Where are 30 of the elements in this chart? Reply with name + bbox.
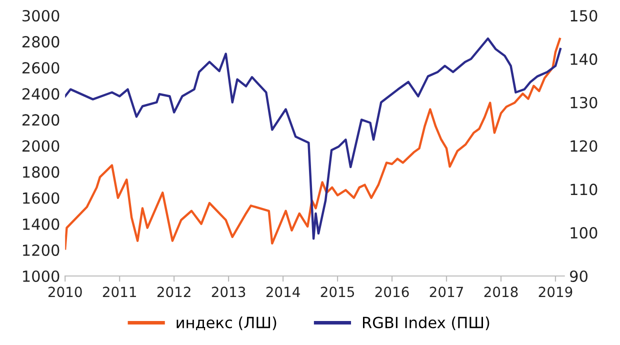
y2-tick-label: 130	[570, 96, 598, 108]
x-tick-label: 2018	[484, 286, 518, 298]
y-tick-label: 1800	[23, 166, 60, 178]
y2-tick-label: 100	[570, 227, 598, 239]
y-tick-label: 3000	[22, 10, 60, 22]
x-tick-label: 2010	[48, 286, 82, 298]
y-tick-label: 1600	[23, 192, 60, 204]
y-tick-label: 2600	[22, 62, 60, 74]
y2-tick-label: 140	[570, 53, 598, 65]
y2-tick-label: 110	[570, 184, 598, 196]
y-tick-label: 2000	[22, 140, 60, 152]
y2-tick-label: 150	[570, 10, 598, 22]
y-tick-label: 2200	[22, 114, 60, 126]
y-tick-label: 1200	[23, 244, 60, 256]
y2-tick-label: 120	[570, 140, 598, 152]
y-tick-label: 2800	[22, 36, 60, 48]
y-tick-label: 1400	[23, 218, 60, 230]
x-tick-label: 2017	[430, 286, 463, 298]
x-tick-label: 2013	[212, 286, 246, 298]
x-tick-label: 2015	[320, 286, 354, 298]
y-tick-label: 1000	[23, 270, 60, 282]
y2-tick-label: 90	[570, 270, 588, 282]
x-tick-label: 2014	[266, 286, 300, 298]
y-tick-label: 2400	[22, 88, 60, 100]
x-tick-label: 2012	[157, 286, 190, 298]
x-tick-label: 2016	[375, 286, 409, 298]
x-tick-label: 2019	[538, 286, 572, 298]
legend-label: RGBI Index (ПШ)	[363, 316, 490, 330]
x-tick-label: 2011	[102, 286, 136, 298]
legend-label: индекс (ЛШ)	[176, 316, 276, 330]
